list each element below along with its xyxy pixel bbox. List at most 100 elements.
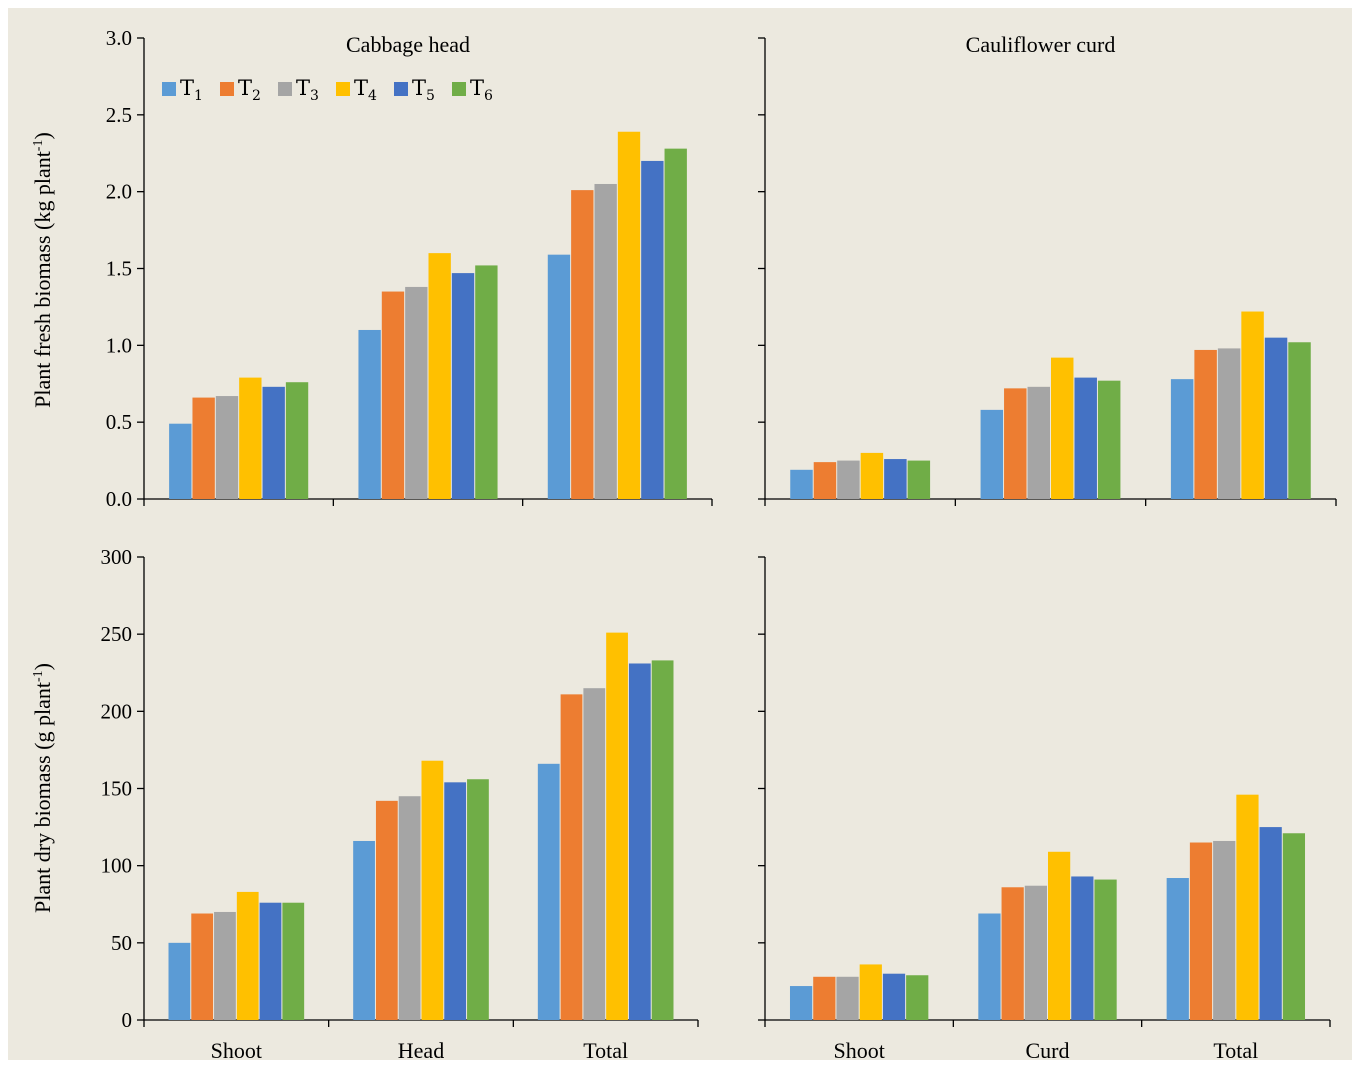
bar-t5-2 — [641, 160, 664, 499]
bar-t6-1 — [1097, 380, 1121, 499]
bar-t4-1 — [1051, 357, 1074, 499]
bar-t4-2 — [606, 632, 628, 1020]
bar-t2-2 — [560, 694, 583, 1020]
y-axis-title-fresh-sup: -1 — [31, 140, 46, 152]
legend-swatch-4 — [336, 82, 350, 96]
category-label-shoot: Shoot — [211, 1038, 262, 1063]
category-label-total: Total — [583, 1038, 628, 1063]
bar-t4-2 — [1241, 311, 1264, 499]
bar-t2-0 — [813, 976, 836, 1020]
legend-label-5: T5 — [412, 76, 435, 104]
bar-t3-0 — [837, 460, 860, 499]
bar-t2-2 — [571, 190, 594, 499]
bar-t2-1 — [375, 800, 398, 1020]
category-label-head: Head — [398, 1038, 444, 1063]
bar-t1-0 — [790, 469, 813, 499]
bar-t6-2 — [651, 660, 674, 1020]
bar-t2-0 — [191, 913, 214, 1020]
bar-t3-1 — [405, 286, 428, 499]
bar-t6-1 — [467, 779, 489, 1020]
bar-t6-2 — [1288, 342, 1311, 499]
category-label-total: Total — [1213, 1038, 1258, 1063]
bar-t6-2 — [1282, 833, 1306, 1020]
y-tick-label: 3.0 — [106, 26, 132, 50]
bar-t3-0 — [214, 911, 236, 1020]
bar-t3-2 — [583, 688, 606, 1020]
bar-t6-1 — [1094, 879, 1117, 1020]
bar-t1-0 — [169, 423, 192, 499]
legend-swatch-5 — [394, 82, 408, 96]
bar-t1-2 — [537, 763, 560, 1020]
bar-t4-0 — [860, 452, 884, 499]
bar-t6-2 — [664, 148, 687, 499]
legend-swatch-2 — [220, 82, 234, 96]
y-tick-label: 2.5 — [106, 103, 132, 127]
legend-swatch-6 — [452, 82, 466, 96]
bar-t3-1 — [1024, 885, 1047, 1020]
y-axis-title-dry-sup: -1 — [31, 670, 46, 682]
y-tick-label: 150 — [101, 777, 133, 801]
bar-t5-0 — [882, 973, 906, 1020]
bar-t4-2 — [1236, 794, 1259, 1020]
y-tick-label: 1.5 — [106, 257, 132, 281]
bar-t5-1 — [1074, 377, 1097, 499]
bar-t5-0 — [262, 386, 285, 499]
bar-t2-1 — [381, 291, 405, 499]
bar-t5-0 — [259, 902, 282, 1020]
panel-dry-cauliflower: Shoot Curd Total — [758, 556, 1331, 1063]
legend-label-1: T1 — [180, 76, 203, 104]
bar-t2-1 — [1004, 388, 1027, 499]
y-tick-label: 2.0 — [106, 180, 132, 204]
bar-t1-2 — [1166, 878, 1189, 1020]
bar-t1-2 — [1170, 379, 1194, 499]
y-tick-label: 50 — [111, 931, 132, 955]
bar-t6-0 — [906, 975, 929, 1020]
bar-t6-1 — [475, 265, 498, 499]
bar-t5-1 — [444, 782, 467, 1020]
panel-fresh-cauliflower: Cauliflower curd — [758, 32, 1337, 506]
panel-title: Cauliflower curd — [966, 32, 1116, 57]
bar-t1-1 — [980, 409, 1004, 499]
bar-t5-0 — [884, 459, 907, 499]
bar-t4-2 — [617, 131, 641, 499]
bar-t3-2 — [1213, 840, 1236, 1020]
bar-t6-0 — [907, 460, 931, 499]
bar-t1-2 — [547, 254, 571, 499]
panel-dry-cabbage: 0 50 100 150 200 250 300 Shoot Head Total — [101, 545, 699, 1063]
bar-t5-2 — [1259, 827, 1282, 1020]
bar-t4-1 — [428, 253, 451, 499]
legend: T1 T2 T3 T4 T5 T6 — [162, 76, 493, 104]
bar-t3-1 — [1027, 386, 1050, 499]
y-tick-label: 0.5 — [106, 410, 132, 434]
bar-t4-0 — [239, 377, 262, 499]
bar-t6-0 — [285, 382, 309, 499]
bar-t3-0 — [215, 396, 239, 499]
bar-t1-0 — [789, 986, 813, 1020]
bar-t6-0 — [282, 902, 305, 1020]
bar-t5-2 — [628, 663, 651, 1020]
category-label-curd: Curd — [1026, 1038, 1070, 1063]
legend-label-4: T4 — [354, 76, 377, 104]
bar-t5-1 — [1071, 876, 1094, 1020]
bar-t2-0 — [192, 397, 215, 499]
legend-label-6: T6 — [470, 76, 493, 104]
bar-t4-1 — [421, 760, 444, 1020]
bar-t3-1 — [398, 796, 421, 1020]
bar-t4-0 — [859, 964, 882, 1020]
y-axis-title-dry: Plant dry biomass (g plant-1) — [30, 663, 55, 913]
bar-t1-1 — [358, 329, 381, 499]
bar-t3-2 — [594, 183, 617, 499]
bar-t2-0 — [813, 462, 837, 499]
bar-t2-2 — [1194, 349, 1217, 499]
y-axis-title-fresh: Plant fresh biomass (kg plant-1) — [30, 132, 55, 408]
y-tick-label: 0 — [122, 1008, 133, 1032]
bar-t5-2 — [1264, 337, 1288, 499]
bar-t3-0 — [836, 976, 859, 1020]
bar-t1-0 — [168, 942, 191, 1020]
bar-t1-1 — [353, 840, 375, 1020]
y-tick-label: 1.0 — [106, 333, 132, 357]
y-tick-label: 300 — [101, 545, 133, 569]
y-tick-label: 250 — [101, 622, 133, 646]
legend-label-3: T3 — [296, 76, 319, 104]
